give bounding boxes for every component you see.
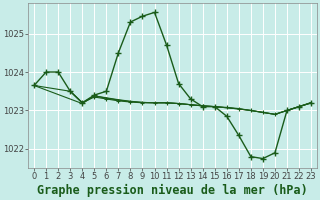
X-axis label: Graphe pression niveau de la mer (hPa): Graphe pression niveau de la mer (hPa): [37, 184, 308, 197]
